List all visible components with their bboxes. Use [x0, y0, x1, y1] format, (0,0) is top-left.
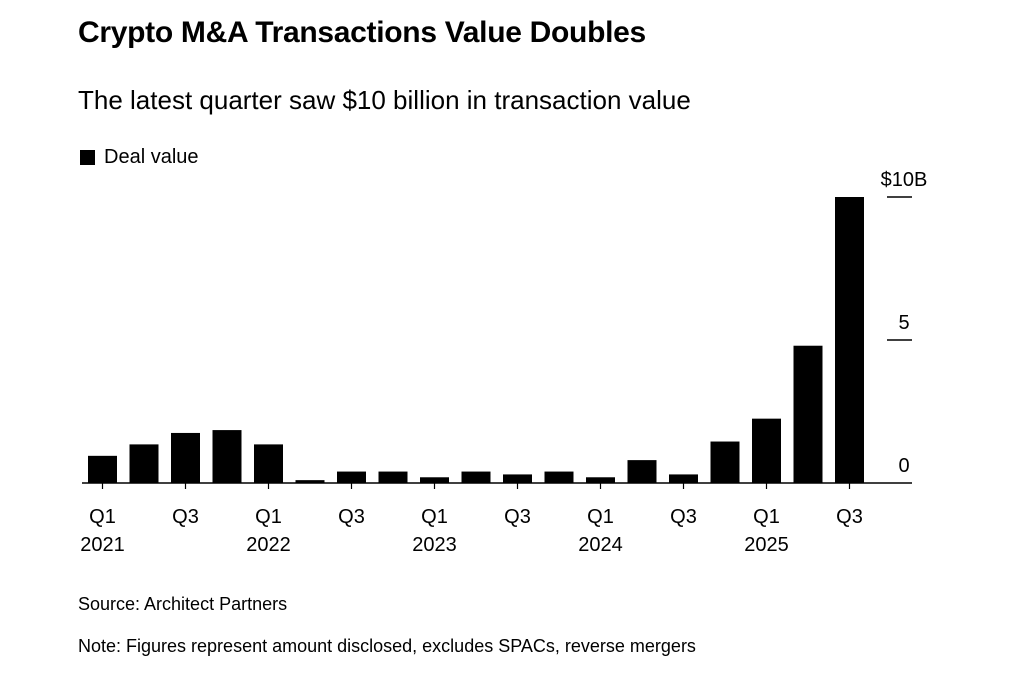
bar-2: [129, 444, 159, 483]
x-tick-label-7: Q3: [670, 506, 697, 528]
bar-7: [337, 471, 366, 483]
x-tick-label-9: Q3: [836, 506, 863, 528]
y-tick-label-0: 0: [898, 455, 909, 477]
source-note: Source: Architect Partners: [78, 594, 288, 614]
bar-16: [710, 441, 740, 483]
bar-chart: 0 5 $10B Q1 2021 Q3 Q1 2022 Q3 Q1 2023 Q3 Q1 2024 Q3 Q1…: [80, 169, 928, 556]
x-tick-label-2: Q1: [255, 506, 282, 528]
x-tick-year-6: 2024: [578, 534, 623, 556]
bar-8: [378, 471, 408, 483]
x-tick-year-2: 2022: [246, 534, 291, 556]
chart-title: Crypto M&A Transactions Value Doubles: [78, 16, 646, 49]
legend-label: Deal value: [104, 146, 199, 168]
x-tick-year-0: 2021: [80, 534, 125, 556]
bar-17: [752, 418, 781, 483]
x-tick-year-8: 2025: [744, 534, 789, 556]
bar-13: [586, 477, 615, 483]
legend-swatch: [80, 150, 95, 165]
x-tick-label-1: Q3: [172, 506, 199, 528]
bar-14: [627, 460, 657, 483]
bar-11: [503, 474, 532, 483]
bar-3: [171, 432, 200, 483]
bar-12: [544, 471, 574, 483]
bar-15: [669, 474, 698, 483]
y-tick-label-2: $10B: [881, 169, 928, 191]
bar-1: [88, 455, 117, 483]
x-tick-label-5: Q3: [504, 506, 531, 528]
x-tick-label-8: Q1: [753, 506, 780, 528]
x-tick-label-0: Q1: [89, 506, 116, 528]
x-tick-label-3: Q3: [338, 506, 365, 528]
x-tick-label-4: Q1: [421, 506, 448, 528]
x-tick-year-4: 2023: [412, 534, 457, 556]
footnote: Note: Figures represent amount disclosed…: [78, 636, 696, 656]
bar-9: [420, 477, 449, 483]
chart-subtitle: The latest quarter saw $10 billion in tr…: [78, 85, 691, 115]
bar-18: [793, 345, 823, 483]
bar-6: [295, 480, 325, 483]
bar-4: [212, 430, 242, 483]
legend: Deal value: [80, 146, 199, 169]
bar-10: [461, 471, 491, 483]
y-tick-label-1: 5: [898, 312, 909, 334]
bar-5: [254, 444, 283, 483]
bar-19: [835, 197, 864, 483]
x-tick-label-6: Q1: [587, 506, 614, 528]
